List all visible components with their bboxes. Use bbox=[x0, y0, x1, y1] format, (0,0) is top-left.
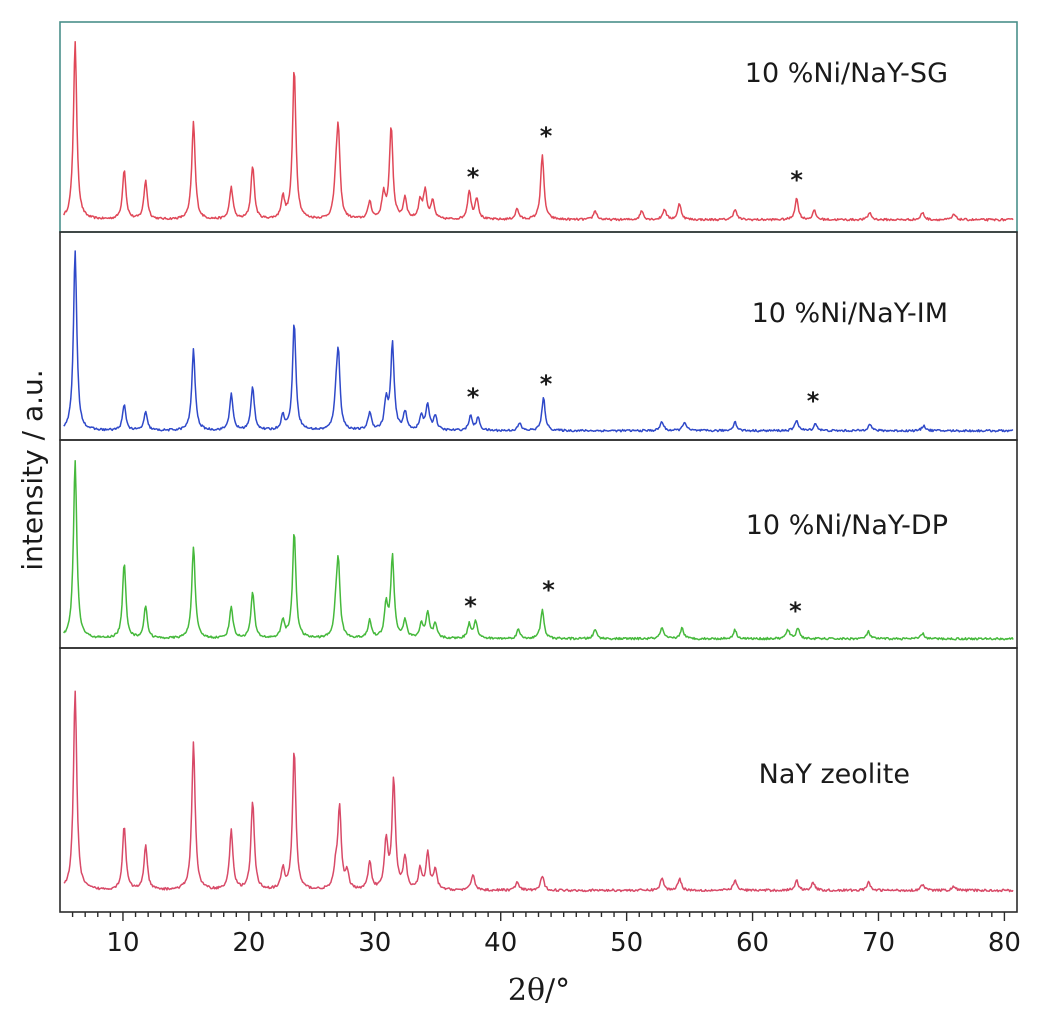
series-label: 10 %Ni/NaY-DP bbox=[746, 510, 948, 541]
peak-marker-star: * bbox=[464, 592, 477, 620]
peak-marker-star: * bbox=[540, 122, 553, 150]
panels-layer: 10 %Ni/NaY-SG***10 %Ni/NaY-IM* **10 %Ni/N… bbox=[59, 21, 1018, 913]
x-tick-label: 20 bbox=[232, 928, 265, 958]
x-axis: 10 20 30 40 50 60 70 80 bbox=[71, 912, 1021, 958]
x-tick-label: 60 bbox=[736, 928, 769, 958]
peak-marker-star: * bbox=[467, 163, 480, 191]
panel-frame bbox=[59, 439, 1018, 649]
series-line-1 bbox=[63, 40, 1014, 222]
peak-marker-star: * bbox=[540, 370, 553, 398]
series-line-4 bbox=[63, 690, 1014, 893]
panel-2: 10 %Ni/NaY-IM * * * bbox=[59, 231, 1018, 441]
x-tick-label: 10 bbox=[106, 928, 139, 958]
y-axis-title: intensity / a.u. bbox=[16, 369, 49, 570]
panel-4: NaY zeolite bbox=[59, 647, 1018, 913]
panel-1: 10 %Ni/NaY-SG * * * bbox=[59, 21, 1018, 233]
peak-marker-star: * bbox=[789, 597, 802, 625]
series-line-3 bbox=[63, 459, 1014, 641]
series-label: 10 %Ni/NaY-SG bbox=[745, 58, 948, 89]
x-tick-label: 50 bbox=[610, 928, 643, 958]
peak-marker-star: * bbox=[807, 387, 820, 415]
panel-3: 10 %Ni/NaY-DP * * * bbox=[59, 439, 1018, 649]
x-tick-label: 40 bbox=[484, 928, 517, 958]
peak-marker-star: * bbox=[542, 576, 555, 604]
x-tick-label: 30 bbox=[358, 928, 391, 958]
x-tick-label: 80 bbox=[988, 928, 1021, 958]
series-label: NaY zeolite bbox=[759, 759, 910, 790]
peak-marker-star: * bbox=[467, 383, 480, 411]
x-tick-label: 70 bbox=[862, 928, 895, 958]
panel-frame bbox=[59, 231, 1018, 441]
series-line-2 bbox=[63, 250, 1014, 433]
peak-marker-star: * bbox=[790, 166, 803, 194]
series-label: 10 %Ni/NaY-IM bbox=[752, 298, 948, 329]
x-axis-title: 2θ/° bbox=[508, 973, 570, 1008]
